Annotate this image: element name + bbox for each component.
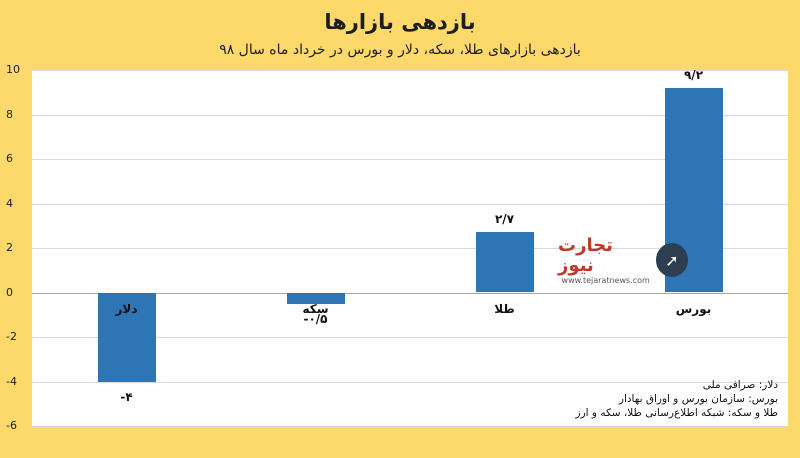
value-label: ۲/۷	[494, 212, 515, 227]
value-label: -۰/۵	[303, 311, 328, 326]
bar	[97, 292, 156, 382]
logo-icon: ➚	[655, 243, 688, 277]
y-tick-label: 2	[6, 241, 13, 254]
logo-name: تجارت نیوز	[558, 234, 613, 276]
value-label: ۹/۲	[683, 67, 704, 82]
y-tick-label: 4	[6, 196, 13, 210]
bar	[286, 292, 345, 304]
category-label: دلار	[115, 301, 138, 316]
y-tick-label: 6	[6, 152, 13, 165]
y-tick-label: -4	[6, 374, 17, 388]
value-label: -۴	[120, 389, 133, 404]
gridline	[32, 159, 788, 160]
gridline	[32, 248, 788, 249]
y-tick-label: 0	[6, 285, 13, 299]
logo-url: www.tejaratnews.com	[561, 275, 650, 285]
chart-title: بازدهی بازارها	[324, 10, 476, 34]
category-label: سکه	[302, 301, 329, 316]
source-line-gold: طلا و سکه: شبکه اطلاع‌رسانی طلا، سکه و ا…	[575, 407, 778, 419]
chart-subtitle: بازدهی بازارهای طلا، سکه، دلار و بورس در…	[219, 42, 581, 58]
y-tick-label: 10	[6, 63, 20, 76]
category-label: بورس	[675, 301, 712, 316]
gridline	[32, 337, 788, 338]
source-line-bourse: بورس: سازمان بورس و اوراق بهادار	[618, 393, 778, 405]
y-tick-label: -2	[6, 330, 17, 343]
y-tick-label: -6	[6, 419, 17, 432]
logo-text: تجارت نیوز www.tejaratnews.com	[558, 234, 650, 285]
gridline	[32, 203, 788, 205]
tejaratnews-logo: تجارت نیوز www.tejaratnews.com ➚	[558, 234, 688, 285]
y-tick-label: 8	[6, 107, 13, 121]
zero-line	[32, 292, 788, 294]
bar	[475, 232, 534, 293]
gridline	[32, 70, 788, 71]
gridline	[32, 426, 788, 427]
category-label: طلا	[494, 301, 515, 316]
source-notes: دلار: صرافی ملی بورس: سازمان بورس و اورا…	[458, 378, 778, 420]
gridline	[32, 381, 788, 383]
gridline	[32, 114, 788, 116]
source-line-dollar: دلار: صرافی ملی	[702, 379, 778, 391]
